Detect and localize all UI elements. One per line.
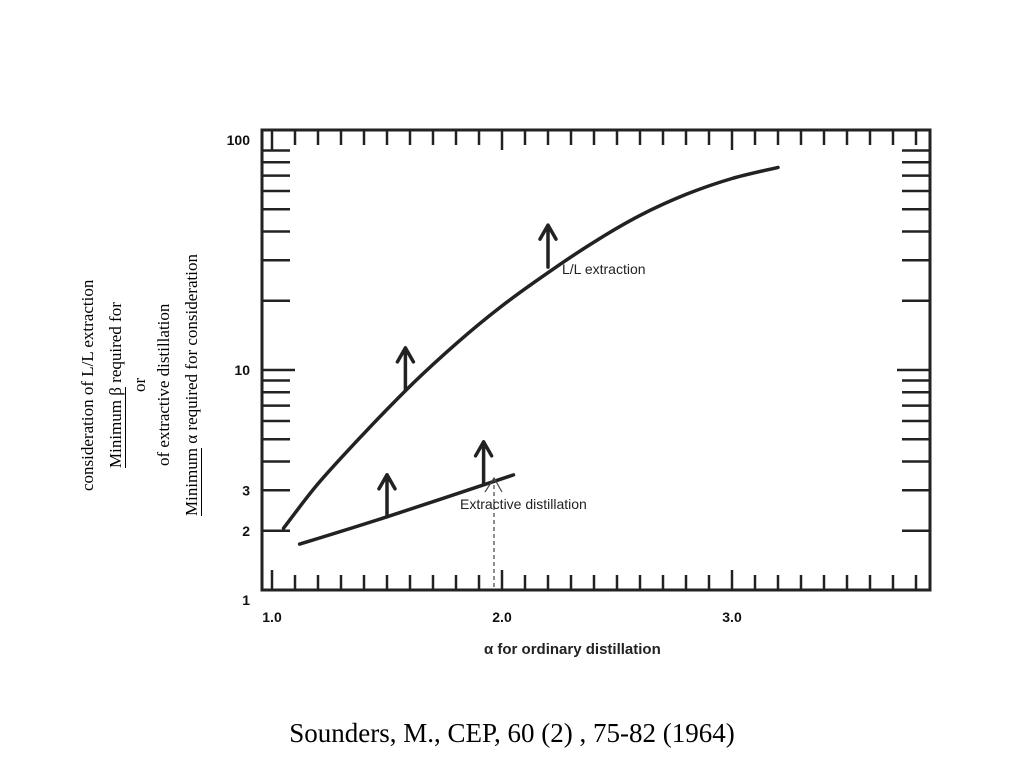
y-axis-label-line-5: consideration of L/L extraction — [78, 279, 97, 491]
x-tick-label: 2.0 — [492, 609, 512, 625]
arrows — [377, 223, 558, 519]
y-tick-label: 10 — [234, 362, 250, 378]
x-tick-label: 3.0 — [722, 609, 742, 625]
y-axis-label-line-4-underlined: Minimum β — [106, 387, 125, 468]
tick-labels: 1.0 2.0 3.0 100 10 1 3 2 — [227, 132, 742, 625]
series-line-ll-extraction — [281, 165, 780, 531]
up-arrow — [538, 223, 558, 269]
up-arrow — [377, 473, 397, 519]
y-tick-label: 100 — [227, 132, 251, 148]
tick-marks — [262, 130, 930, 590]
y-axis-label-line-2: of extractive distillation — [154, 303, 173, 467]
leader-caret — [484, 476, 503, 493]
y-axis-label: consideration of L/L extraction Minimum … — [70, 205, 210, 565]
citation: Sounders, M., CEP, 60 (2) , 75-82 (1964) — [289, 718, 735, 748]
y-axis-label-line-1: Minimum α required for consideration — [182, 254, 201, 516]
series-label-extractive-distillation: Extractive distillation — [460, 496, 587, 512]
x-axis-label: α for ordinary distillation — [484, 641, 661, 658]
y-tick-label-minor: 3 — [242, 482, 250, 498]
y-axis-label-line-3: or — [130, 377, 149, 393]
y-axis-label-line-4: Minimum β required for — [104, 205, 128, 565]
chart: 1.0 2.0 3.0 100 10 1 3 2 L/L extraction Extract… — [227, 128, 932, 658]
plot-frame — [260, 128, 932, 592]
up-arrow — [395, 346, 416, 392]
series-label-ll-extraction: L/L extraction — [562, 261, 646, 277]
up-arrow — [473, 440, 494, 486]
x-tick-label: 1.0 — [262, 609, 282, 625]
y-tick-label-minor: 2 — [242, 523, 250, 539]
series-lines — [281, 165, 780, 546]
y-tick-label: 1 — [242, 592, 250, 608]
y-axis-label-line-4-rest: required for — [106, 302, 125, 388]
